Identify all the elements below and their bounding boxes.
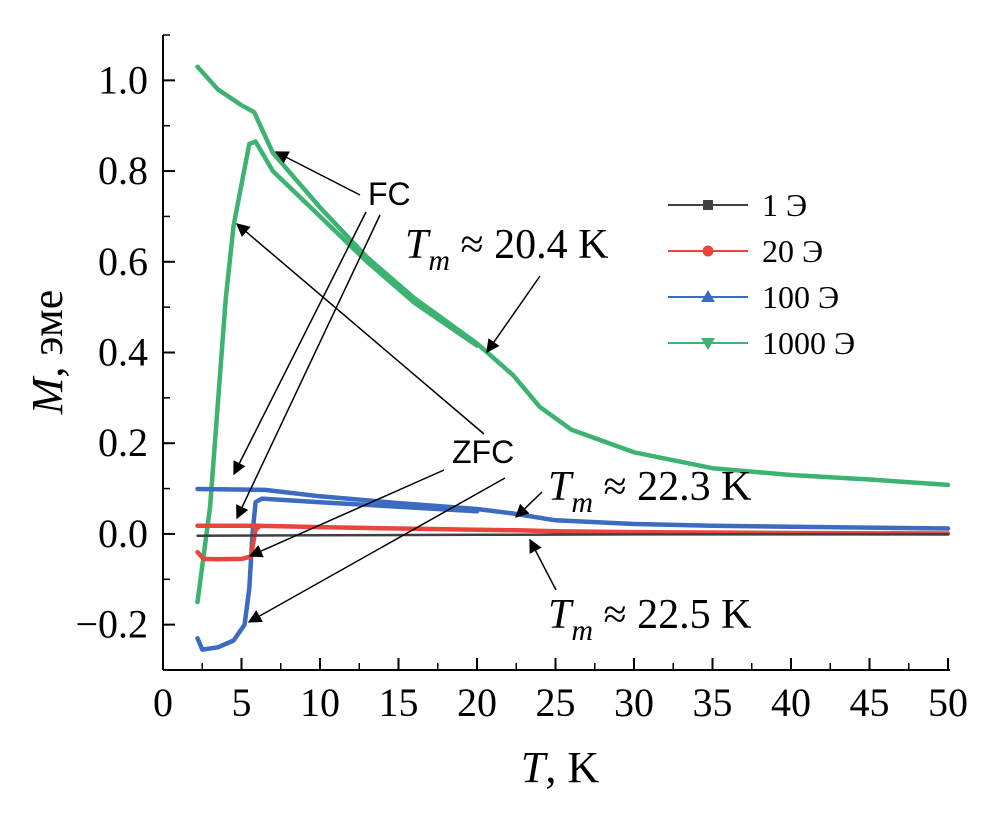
y-axis-title-unit: , эме bbox=[23, 290, 72, 378]
legend-label-20-oe: 20 Э bbox=[762, 233, 823, 269]
series-1000-oe-zfc bbox=[195, 139, 480, 605]
y-axis-title-var: M bbox=[23, 375, 72, 415]
y-tick-labels: −0.2 0.0 0.2 0.4 0.6 0.8 1.0 bbox=[75, 57, 148, 646]
y-axis-title: M, эме bbox=[23, 290, 72, 416]
legend: 1 Э 20 Э 100 Э 1000 Э bbox=[668, 187, 855, 361]
tm-label-1-sub: m bbox=[428, 244, 450, 277]
tm-label-3: Tm ≈ 22.5 K bbox=[548, 592, 751, 647]
x-tick-labels: 0 5 10 15 20 25 30 35 40 45 50 bbox=[153, 680, 968, 725]
tm-label-3-sub: m bbox=[571, 614, 593, 647]
x-tick-label: 10 bbox=[300, 680, 340, 725]
tm-label-2-sub: m bbox=[571, 486, 593, 519]
zfc-arrow-20 bbox=[248, 469, 445, 558]
legend-marker-1-oe bbox=[703, 200, 713, 210]
zfc-label: ZFC bbox=[452, 434, 514, 470]
y-tick-label: −0.2 bbox=[75, 602, 148, 647]
tm-label-2: Tm ≈ 22.3 K bbox=[548, 464, 751, 519]
series-1000-oe-fc bbox=[195, 64, 951, 488]
x-axis-title: T, K bbox=[521, 743, 599, 792]
x-axis-title-unit: , K bbox=[545, 743, 599, 792]
y-tick-label: 0.8 bbox=[98, 148, 148, 193]
x-tick-label: 45 bbox=[850, 680, 890, 725]
tm-label-2-value: ≈ 22.3 K bbox=[593, 464, 751, 510]
legend-marker-20-oe bbox=[702, 245, 714, 257]
legend-marker-1000-oe bbox=[701, 338, 715, 350]
x-tick-label: 20 bbox=[457, 680, 497, 725]
x-tick-label: 35 bbox=[693, 680, 733, 725]
tm-label-2-var: T bbox=[548, 464, 574, 510]
x-tick-label: 40 bbox=[771, 680, 811, 725]
x-tick-label: 0 bbox=[153, 680, 173, 725]
tm-label-3-var: T bbox=[548, 592, 574, 638]
tm-label-3-value: ≈ 22.5 K bbox=[593, 592, 751, 638]
tm-label-1-var: T bbox=[405, 222, 431, 268]
fc-arrow-1000-zfc bbox=[235, 223, 485, 435]
tm-arrow-3 bbox=[529, 538, 557, 591]
y-ticks bbox=[163, 34, 175, 626]
x-ticks bbox=[162, 658, 949, 670]
fc-arrow-100 bbox=[233, 211, 367, 476]
legend-label-1000-oe: 1000 Э bbox=[762, 325, 855, 361]
series-20-oe-fc bbox=[195, 523, 951, 536]
zfc-arrow-100 bbox=[247, 477, 506, 623]
legend-marker-100-oe bbox=[701, 290, 715, 302]
x-tick-label: 50 bbox=[928, 680, 968, 725]
x-tick-label: 15 bbox=[379, 680, 419, 725]
x-tick-label: 25 bbox=[536, 680, 576, 725]
tm-arrow-2 bbox=[515, 491, 543, 518]
tm-label-1: Tm ≈ 20.4 K bbox=[405, 222, 608, 277]
series-20-oe-zfc bbox=[195, 524, 262, 562]
y-tick-label: 0.6 bbox=[98, 239, 148, 284]
y-tick-label: 1.0 bbox=[98, 57, 148, 102]
legend-label-100-oe: 100 Э bbox=[762, 279, 839, 315]
series-1-oe-fc bbox=[196, 533, 950, 537]
series-100-oe-zfc bbox=[195, 496, 480, 652]
annotations: FC ZFC Tm ≈ 20.4 K Tm ≈ 22.3 K Tm ≈ 22.5… bbox=[233, 151, 751, 647]
y-tick-label: 0.2 bbox=[98, 420, 148, 465]
tm-arrow-1 bbox=[486, 275, 541, 354]
x-tick-label: 5 bbox=[232, 680, 252, 725]
tm-label-1-value: ≈ 20.4 K bbox=[450, 222, 608, 268]
y-tick-label: 0.0 bbox=[98, 511, 148, 556]
fc-label: FC bbox=[368, 176, 411, 212]
x-axis-title-var: T bbox=[521, 743, 549, 792]
fc-arrow-20 bbox=[236, 214, 381, 520]
series-100-oe-fc bbox=[195, 486, 951, 531]
fc-arrow-1000-fc bbox=[274, 151, 361, 196]
x-tick-label: 30 bbox=[614, 680, 654, 725]
series-layer bbox=[195, 64, 951, 652]
y-tick-label: 0.4 bbox=[98, 330, 148, 375]
legend-label-1-oe: 1 Э bbox=[762, 187, 807, 223]
